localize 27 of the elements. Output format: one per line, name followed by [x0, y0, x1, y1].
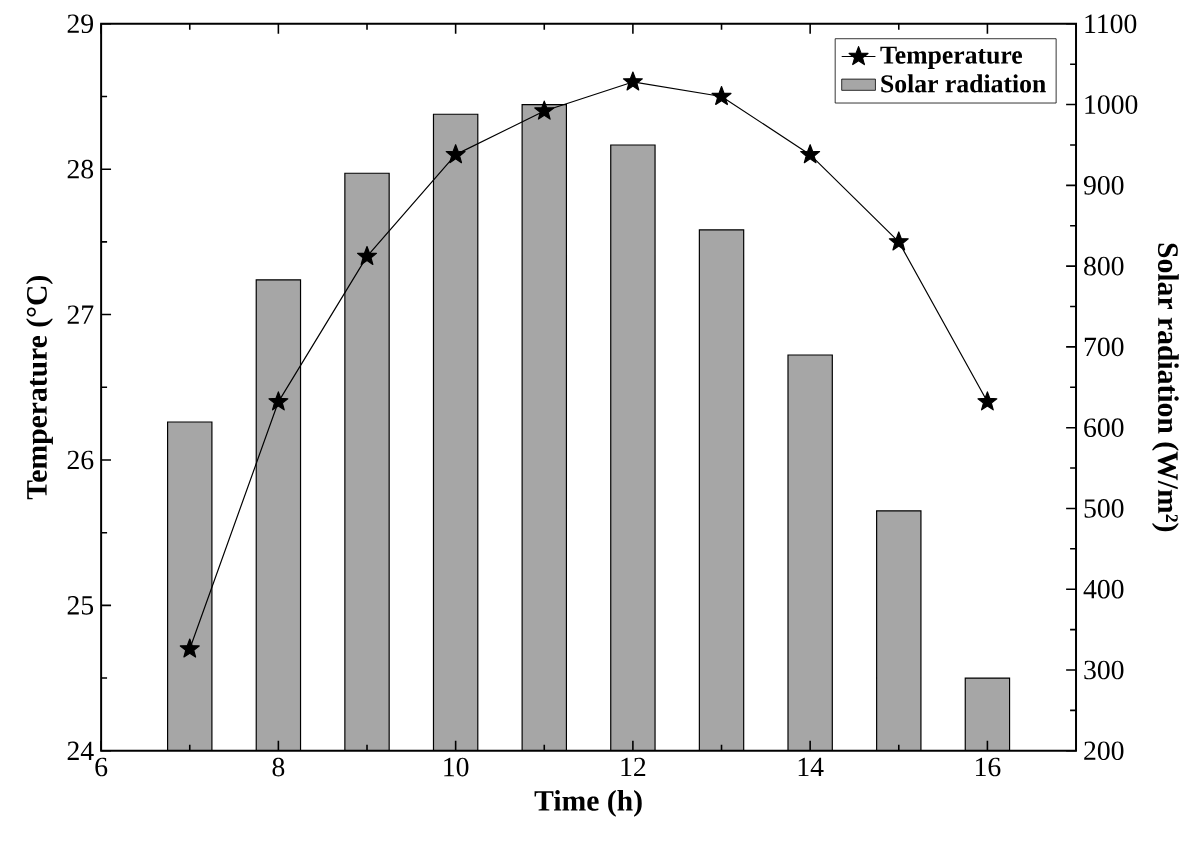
x-tick-label: 12 [621, 757, 646, 777]
y2-tick-label: 600 [1084, 418, 1124, 438]
y2-tick-label: 200 [1084, 741, 1124, 761]
y-tick-label: 29 [67, 14, 94, 34]
y-tick-label: 24 [67, 741, 94, 760]
y-tick-label: 26 [67, 450, 94, 470]
legend-label: Temperature [880, 46, 1023, 69]
x-tick-label: 14 [798, 757, 824, 777]
y-tick-label: 28 [67, 159, 94, 179]
x-tick-label: 10 [444, 757, 469, 777]
y2-tick-label: 900 [1083, 176, 1124, 195]
y2-tick-label: 400 [1083, 579, 1124, 599]
x-tick-label: 8 [272, 757, 285, 777]
y-tick-label: 27 [67, 305, 94, 324]
y2-tick-label: 300 [1084, 660, 1124, 680]
y-axis-title: Temperature (°C) [26, 276, 53, 500]
y2-tick-label: 1100 [1085, 14, 1137, 34]
y2-tick-label: 500 [1084, 499, 1124, 518]
x-tick-label: 6 [95, 757, 108, 777]
x-tick-label: 16 [975, 757, 1001, 777]
y-tick-label: 25 [67, 596, 94, 615]
y2-tick-label: 800 [1084, 256, 1124, 276]
y2-tick-label: 1000 [1085, 95, 1138, 114]
x-axis-title: Time (h) [534, 790, 642, 817]
y2-axis-title: Solar radiation (W/m²) [1151, 243, 1179, 532]
y2-tick-label: 700 [1084, 337, 1124, 357]
legend-label: Solar radiation [881, 74, 1046, 93]
